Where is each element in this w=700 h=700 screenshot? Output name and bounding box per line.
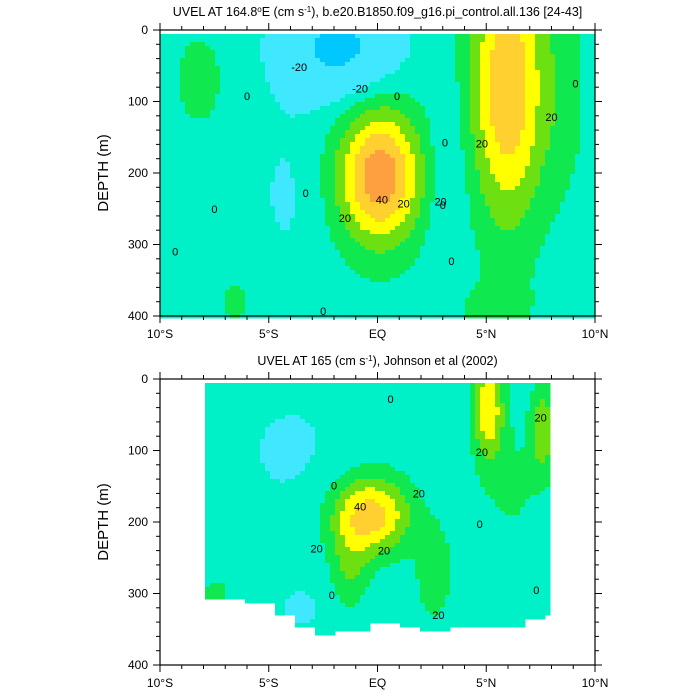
contour-label: 20 [378, 546, 390, 558]
contour-label: 0 [329, 590, 335, 602]
contour-label: 20 [432, 610, 444, 622]
panel-1: 0 0 0 0 0 0 0 0 0 0 -20 -20 20 20 20 20 20 40 10°S 5°S EQ 5°N… [95, 5, 608, 342]
x-tick-label: EQ [369, 327, 386, 341]
contour-label: 20 [339, 213, 351, 225]
y-tick-label: 300 [128, 238, 148, 252]
y-tick-label: 0 [141, 23, 148, 37]
y-tick-label: 300 [128, 587, 148, 601]
contour-label: 20 [397, 199, 409, 211]
contour-label: 40 [354, 501, 366, 513]
x-tick-label: 10°S [147, 676, 173, 690]
contour-label: 0 [572, 79, 578, 91]
contour-label: 0 [211, 204, 217, 216]
contour-label: -20 [352, 84, 368, 96]
panel-2: 0 0 0 0 0 20 20 20 20 20 20 40 10°S 5°S EQ 5°N 10°N 0 100 2… [95, 354, 608, 691]
y-axis-1 [153, 29, 602, 317]
y-axis-title-2: DEPTH (m) [95, 483, 112, 561]
contour-label: 40 [376, 194, 388, 206]
x-axis-1 [159, 23, 596, 323]
x-tick-label: 10°N [582, 327, 609, 341]
contour-label: 0 [533, 585, 539, 597]
contour-label: 20 [310, 543, 322, 555]
contour-label: 0 [477, 519, 483, 531]
contour-label: -20 [291, 62, 307, 74]
x-tick-label: 5°S [259, 676, 278, 690]
contour-label: 20 [413, 488, 425, 500]
contour-label: 0 [331, 481, 337, 493]
contour-label: 0 [387, 394, 393, 406]
y-axis-2 [153, 378, 602, 666]
x-tick-label: 5°S [259, 327, 278, 341]
y-tick-label: 200 [128, 166, 148, 180]
y-tick-label: 400 [128, 658, 148, 672]
contour-label: 0 [244, 91, 250, 103]
x-tick-label: 5°N [476, 676, 496, 690]
y-tick-label: 100 [128, 95, 148, 109]
panel-title-2: UVEL AT 165 (cm s-1), Johnson et al (200… [257, 354, 497, 369]
contour-label: 0 [394, 91, 400, 103]
contour-label: 0 [440, 200, 446, 212]
contour-label: 0 [303, 188, 309, 200]
contour-label: 20 [476, 447, 488, 459]
x-tick-label: 10°S [147, 327, 173, 341]
contour-label: 20 [476, 139, 488, 151]
contour-label: 20 [545, 112, 557, 124]
velocity-field-1 [160, 34, 596, 319]
contour-label: 0 [320, 306, 326, 318]
contour-label: 20 [535, 413, 547, 425]
panel-title-1: UVEL AT 164.8oE (cm s-1), b.e20.B1850.f0… [173, 5, 583, 20]
x-tick-label: 5°N [476, 327, 496, 341]
y-axis-title-1: DEPTH (m) [95, 134, 112, 212]
y-tick-label: 100 [128, 444, 148, 458]
x-tick-label: EQ [369, 676, 386, 690]
contour-label: 20 [434, 197, 446, 209]
y-tick-label: 200 [128, 515, 148, 529]
contour-label: 0 [448, 256, 454, 268]
y-tick-label: 0 [141, 372, 148, 386]
velocity-field-2 [205, 383, 551, 636]
contour-label: 0 [442, 137, 448, 149]
contour-label: 0 [172, 247, 178, 259]
x-axis-2 [159, 372, 596, 672]
y-tick-label: 400 [128, 309, 148, 323]
x-tick-label: 10°N [582, 676, 609, 690]
